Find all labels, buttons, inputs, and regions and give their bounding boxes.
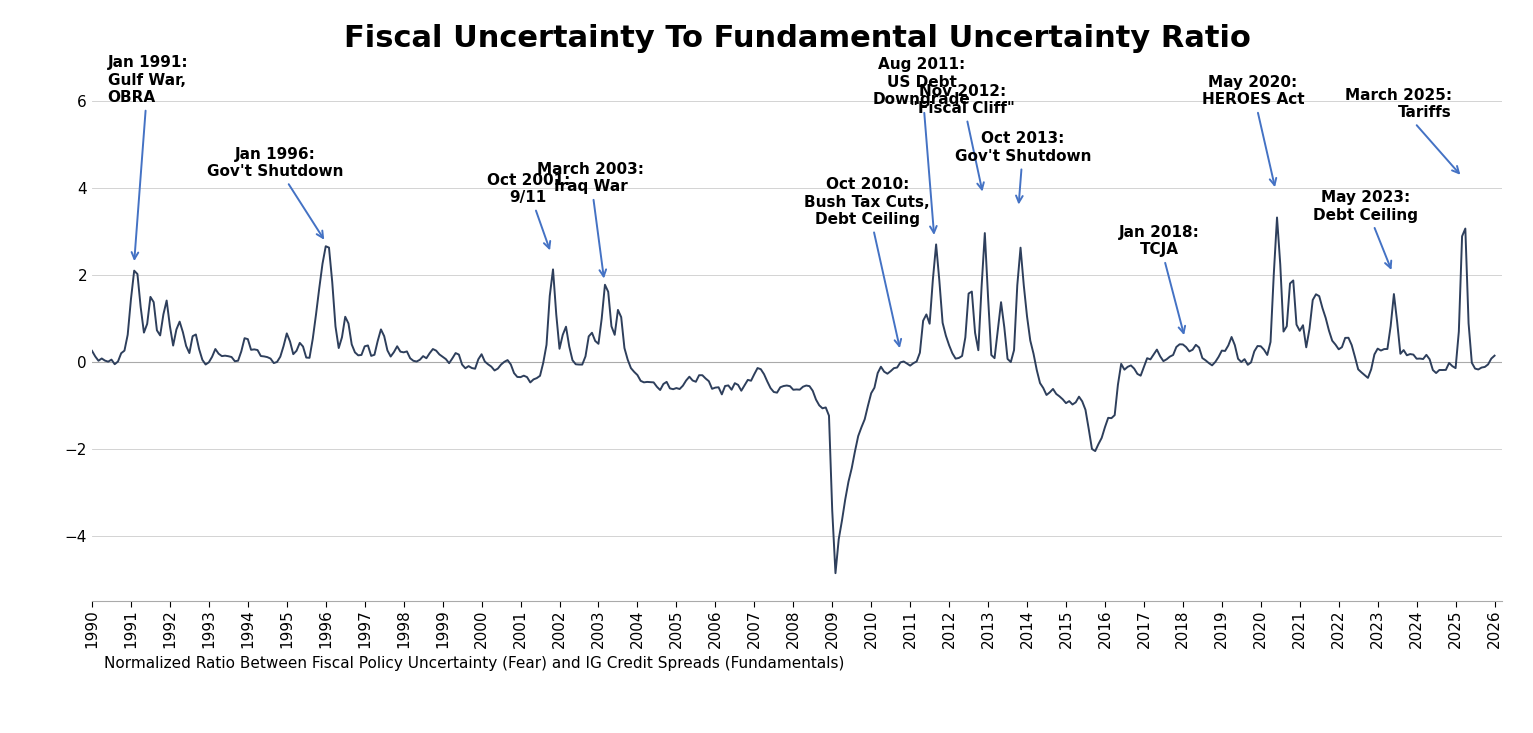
Text: Jan 2018:
TCJA: Jan 2018: TCJA <box>1119 225 1200 333</box>
Text: Oct 2010:
Bush Tax Cuts,
Debt Ceiling: Oct 2010: Bush Tax Cuts, Debt Ceiling <box>805 177 931 346</box>
Text: Jan 1991:
Gulf War,
OBRA: Jan 1991: Gulf War, OBRA <box>107 55 189 259</box>
Text: May 2023:
Debt Ceiling: May 2023: Debt Ceiling <box>1314 190 1418 268</box>
Text: March 2025:
Tariffs: March 2025: Tariffs <box>1344 88 1459 173</box>
Text: Oct 2013:
Gov't Shutdown: Oct 2013: Gov't Shutdown <box>955 131 1091 202</box>
Text: May 2020:
HEROES Act: May 2020: HEROES Act <box>1202 75 1305 185</box>
Title: Fiscal Uncertainty To Fundamental Uncertainty Ratio: Fiscal Uncertainty To Fundamental Uncert… <box>343 23 1251 53</box>
Text: Normalized Ratio Between Fiscal Policy Uncertainty (Fear) and IG Credit Spreads : Normalized Ratio Between Fiscal Policy U… <box>104 656 845 671</box>
Text: March 2003:
Iraq War: March 2003: Iraq War <box>537 162 644 276</box>
Text: Aug 2011:
US Debt
Downgrade: Aug 2011: US Debt Downgrade <box>872 57 970 233</box>
Text: Nov 2012:
"Fiscal Cliff": Nov 2012: "Fiscal Cliff" <box>911 84 1015 189</box>
Text: Jan 1996:
Gov't Shutdown: Jan 1996: Gov't Shutdown <box>207 147 343 238</box>
Text: Oct 2001:
9/11: Oct 2001: 9/11 <box>486 173 570 248</box>
